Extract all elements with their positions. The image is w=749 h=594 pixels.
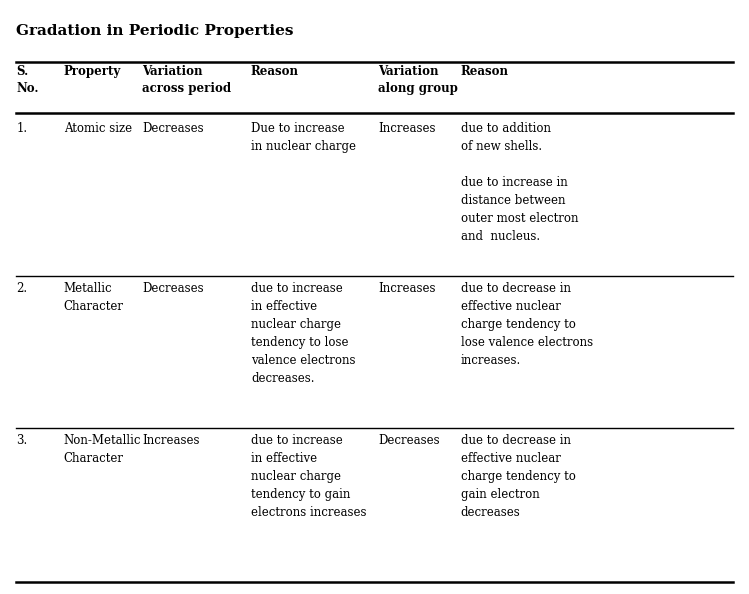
Text: due to increase
in effective
nuclear charge
tendency to lose
valence electrons
d: due to increase in effective nuclear cha… bbox=[251, 282, 356, 385]
Text: Due to increase
in nuclear charge: Due to increase in nuclear charge bbox=[251, 122, 356, 153]
Text: Atomic size: Atomic size bbox=[64, 122, 132, 135]
Text: Variation
across period: Variation across period bbox=[142, 65, 231, 95]
Text: Non-Metallic
Character: Non-Metallic Character bbox=[64, 434, 141, 465]
Text: due to addition
of new shells.

due to increase in
distance between
outer most e: due to addition of new shells. due to in… bbox=[461, 122, 578, 243]
Text: Increases: Increases bbox=[378, 122, 436, 135]
Text: Gradation in Periodic Properties: Gradation in Periodic Properties bbox=[16, 24, 294, 38]
Text: Increases: Increases bbox=[142, 434, 200, 447]
Text: Metallic
Character: Metallic Character bbox=[64, 282, 124, 313]
Text: 1.: 1. bbox=[16, 122, 28, 135]
Text: Variation
along group: Variation along group bbox=[378, 65, 458, 95]
Text: 3.: 3. bbox=[16, 434, 28, 447]
Text: Decreases: Decreases bbox=[142, 282, 204, 295]
Text: Property: Property bbox=[64, 65, 121, 78]
Text: S.
No.: S. No. bbox=[16, 65, 39, 95]
Text: due to decrease in
effective nuclear
charge tendency to
lose valence electrons
i: due to decrease in effective nuclear cha… bbox=[461, 282, 592, 367]
Text: Decreases: Decreases bbox=[378, 434, 440, 447]
Text: due to increase
in effective
nuclear charge
tendency to gain
electrons increases: due to increase in effective nuclear cha… bbox=[251, 434, 366, 519]
Text: due to decrease in
effective nuclear
charge tendency to
gain electron
decreases: due to decrease in effective nuclear cha… bbox=[461, 434, 575, 519]
Text: Increases: Increases bbox=[378, 282, 436, 295]
Text: Decreases: Decreases bbox=[142, 122, 204, 135]
Text: Reason: Reason bbox=[251, 65, 299, 78]
Text: Reason: Reason bbox=[461, 65, 509, 78]
Text: 2.: 2. bbox=[16, 282, 28, 295]
